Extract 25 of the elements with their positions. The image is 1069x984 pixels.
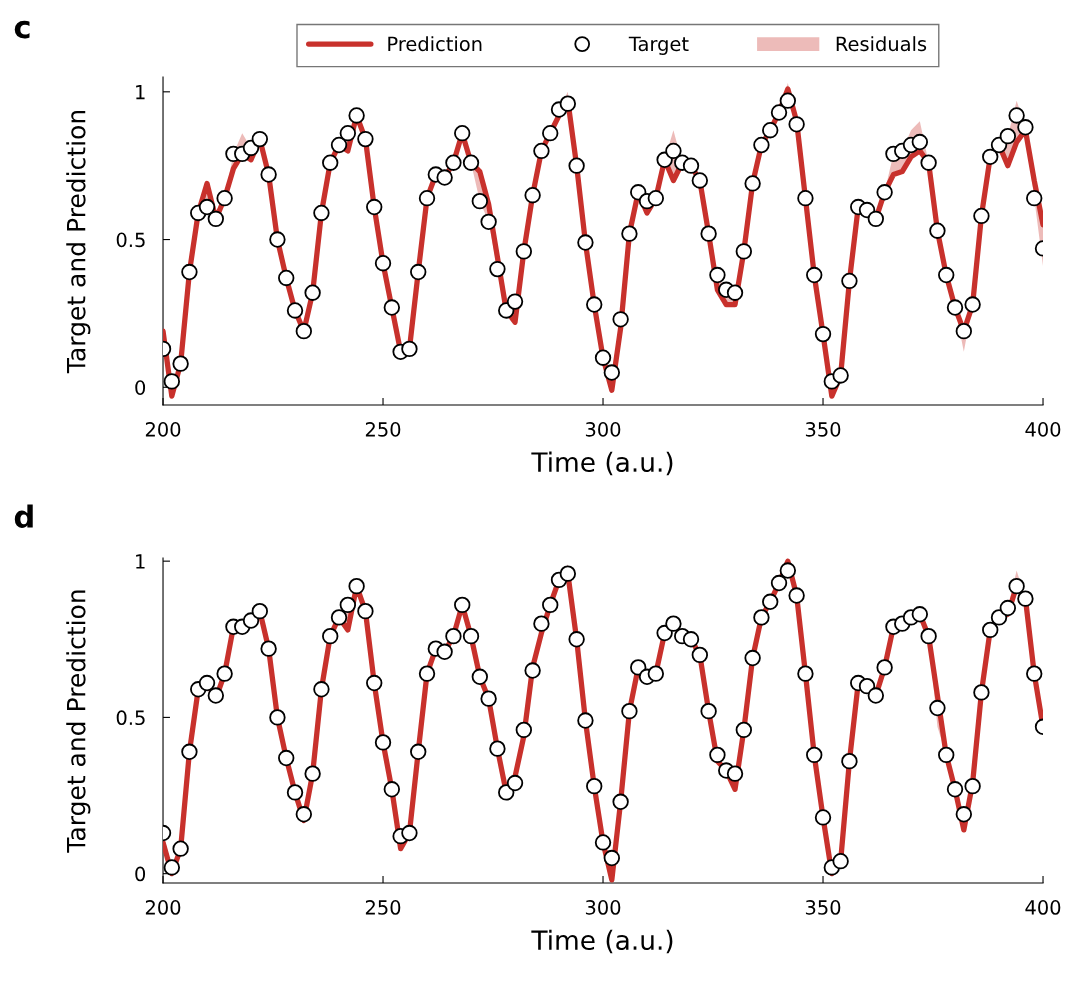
legend-label: Prediction (388, 36, 482, 52)
y-tick-label: 1 (136, 85, 145, 100)
y-axis-title: Target and Prediction (66, 590, 91, 853)
x-tick-label: 250 (365, 422, 401, 437)
y-tick-label: 1 (136, 554, 145, 569)
x-tick-label: 350 (805, 422, 841, 437)
chart-title: c (14, 20, 30, 39)
legend-label: Target (628, 36, 689, 55)
y-tick-label: 0 (135, 866, 146, 882)
x-tick-label: 400 (1025, 900, 1061, 915)
x-axis-title: Time (a.u.) (531, 451, 673, 476)
y-tick-label: 0.5 (116, 232, 145, 248)
chart-title: d (14, 504, 33, 529)
x-tick-label: 200 (145, 422, 181, 437)
text: Residuals (836, 36, 927, 52)
y-tick-label: 0 (135, 380, 146, 395)
x-tick-label: 300 (585, 422, 621, 437)
x-axis-title: Time (a.u.) (531, 929, 673, 954)
y-tick-label: 0.5 (116, 710, 145, 726)
x-tick-label: 350 (805, 900, 841, 915)
x-tick-label: 250 (365, 900, 401, 915)
x-tick-label: 300 (585, 900, 621, 915)
x-tick-label: 400 (1025, 422, 1061, 437)
y-axis-title: Target and Prediction (66, 110, 91, 374)
x-tick-label: 200 (145, 900, 181, 915)
